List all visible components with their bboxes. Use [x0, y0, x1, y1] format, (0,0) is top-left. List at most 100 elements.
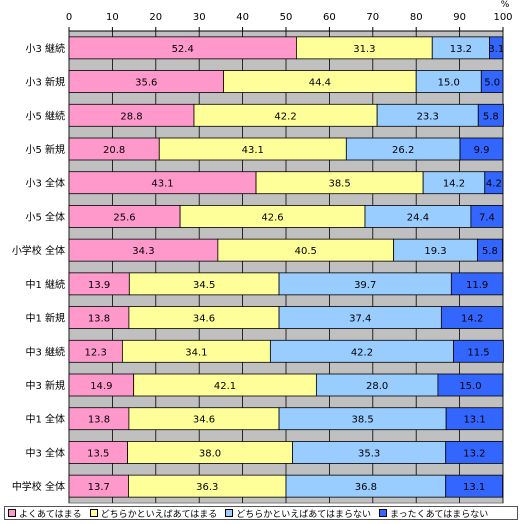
data-label: 34.3 [132, 246, 154, 257]
data-label: 13.8 [88, 314, 110, 325]
legend-swatch [225, 509, 234, 517]
x-tick-label: 50 [280, 12, 293, 23]
stacked-bar-chart: 0 10 20 30 40 50 60 70 80 90 100% 小3 継続 52.4 31.3 13.2… [12, 0, 513, 504]
x-tick-label: 10 [106, 12, 119, 23]
data-label: 13.2 [463, 448, 485, 459]
data-label: 24.4 [407, 212, 429, 223]
data-label: 34.5 [193, 280, 215, 291]
data-label: 3.1 [488, 44, 504, 55]
data-label: 15.0 [438, 78, 460, 89]
legend-label: どちらかといえばあてはまる [100, 509, 218, 520]
bar-segment [437, 373, 504, 397]
data-label: 42.6 [261, 212, 283, 223]
data-label: 28.0 [366, 381, 388, 392]
bar-segment [476, 238, 503, 262]
data-label: 35.6 [135, 78, 157, 89]
category-label: 小5 継続 [25, 109, 65, 122]
data-label: 34.6 [193, 314, 215, 325]
data-label: 40.5 [295, 246, 317, 257]
data-label: 11.9 [466, 280, 488, 291]
data-label: 13.2 [450, 44, 472, 55]
data-label: 34.1 [185, 347, 207, 358]
data-label: 38.5 [328, 179, 350, 190]
data-label: 5.8 [483, 111, 499, 122]
bar-segment [445, 407, 504, 431]
x-tick-label: 30 [193, 12, 206, 23]
category-label: 中3 新規 [25, 379, 65, 392]
legend-item: どちらかといえばあてはまる [89, 507, 218, 520]
legend-label: まったくあてはまらない [389, 509, 489, 520]
legend-swatch [8, 509, 16, 517]
data-label: 37.4 [349, 314, 371, 325]
data-label: 12.3 [85, 347, 107, 358]
category-label: 小3 継続 [25, 42, 65, 55]
data-label: 13.1 [463, 415, 485, 426]
data-label: 19.3 [424, 246, 446, 257]
legend-swatch [89, 509, 98, 517]
data-label: 13.9 [88, 280, 110, 291]
category-label: 中1 全体 [25, 413, 65, 426]
legend-swatch [378, 509, 387, 517]
data-label: 7.4 [479, 212, 495, 223]
data-label: 13.1 [463, 482, 485, 493]
data-label: 52.4 [172, 44, 194, 55]
data-label: 13.5 [87, 448, 109, 459]
data-label: 25.6 [113, 212, 135, 223]
bar-segment [445, 474, 503, 498]
category-label: 中3 継続 [25, 345, 65, 358]
data-label: 5.0 [484, 78, 500, 89]
bar-segment [445, 441, 504, 464]
data-label: 42.2 [274, 111, 296, 122]
legend-label: どちらかといえばあてはまらない [236, 509, 371, 520]
data-label: 14.9 [90, 381, 112, 392]
x-tick-label: 0 [66, 12, 72, 23]
data-label: 13.8 [88, 415, 110, 426]
bar-segment [470, 205, 504, 228]
x-tick-label: 20 [149, 12, 162, 23]
category-label: 小5 新規 [25, 143, 65, 156]
legend-item: まったくあてはまらない [378, 507, 489, 520]
category-label: 中3 全体 [25, 446, 65, 459]
data-label: 43.1 [242, 145, 264, 156]
x-tick-label: 90 [453, 12, 466, 23]
data-label: 23.3 [417, 111, 439, 122]
data-label: 38.0 [199, 448, 221, 459]
bar-segment [477, 103, 504, 127]
data-label: 5.8 [482, 246, 498, 257]
x-tick-label: 100 [493, 12, 512, 23]
data-label: 26.2 [392, 145, 414, 156]
bar-segment [489, 36, 504, 60]
data-label: 28.8 [120, 111, 142, 122]
data-label: 9.9 [474, 145, 490, 156]
data-label: 20.8 [103, 145, 125, 156]
category-label: 中1 新規 [25, 312, 65, 325]
category-label: 中学校 全体 [12, 480, 65, 493]
data-label: 15.0 [459, 381, 481, 392]
data-label: 38.5 [351, 415, 373, 426]
category-label: 小学校 全体 [12, 244, 65, 257]
x-tick-label: 70 [366, 12, 379, 23]
chart-legend: よくあてはまる どちらかといえばあてはまる どちらかといえばあてはまらない まったくあ… [4, 506, 518, 520]
category-label: 小3 新規 [25, 76, 65, 89]
data-label: 36.8 [355, 482, 377, 493]
data-label: 4.2 [486, 179, 502, 190]
data-label: 11.5 [467, 347, 489, 358]
bar-segment [459, 137, 504, 161]
data-label: 36.3 [196, 482, 218, 493]
data-label: 42.2 [351, 347, 373, 358]
legend-item: どちらかといえばあてはまらない [225, 507, 371, 520]
data-label: 39.7 [354, 280, 376, 291]
data-label: 35.3 [358, 448, 380, 459]
x-tick-label: 60 [323, 12, 336, 23]
bar-segment [440, 306, 504, 329]
legend-label: よくあてはまる [19, 509, 82, 520]
category-label: 小5 全体 [25, 210, 65, 223]
data-label: 13.7 [88, 482, 110, 493]
data-label: 44.4 [309, 78, 331, 89]
data-label: 34.6 [193, 415, 215, 426]
bar-segment [484, 171, 504, 195]
category-label: 中1 継続 [25, 278, 65, 291]
bar-segment [480, 70, 504, 93]
data-label: 43.1 [151, 179, 173, 190]
x-tick-label: 40 [236, 12, 249, 23]
